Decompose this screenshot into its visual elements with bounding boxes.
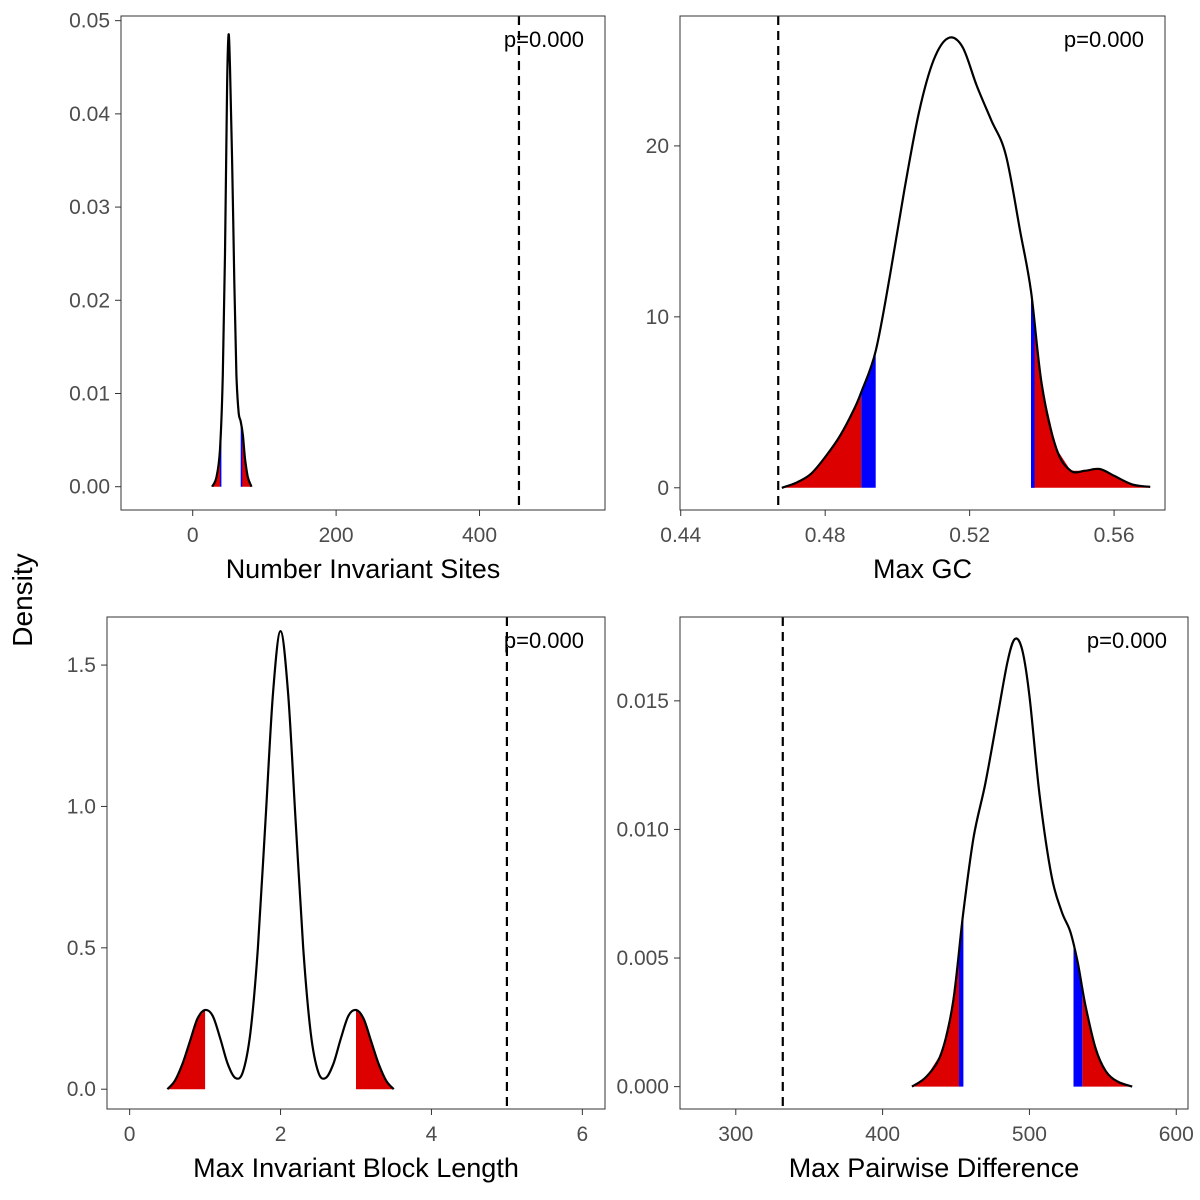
density-curve xyxy=(781,36,1151,489)
blue-band-2 xyxy=(1031,291,1035,488)
red-tail-2 xyxy=(1082,987,1133,1087)
x-axis-label: Max Invariant Block Length xyxy=(193,1153,519,1183)
panel-border xyxy=(106,616,606,1110)
red-tail-1 xyxy=(212,449,220,487)
chart-panel-3: 0 2 4 6 0.0 0.5 1.0 1.5 Max Invariant Block Leng… xyxy=(67,616,606,1183)
red-tail-1 xyxy=(781,392,862,488)
y-tick-label: 0.005 xyxy=(616,947,669,970)
x-tick-label: 400 xyxy=(865,1123,900,1146)
y-tick-label: 0.0 xyxy=(67,1078,96,1101)
panel-border xyxy=(120,15,606,511)
y-tick-label: 0 xyxy=(657,477,669,500)
chart-panel-1: 0 200 400 0.00 0.01 0.02 0.03 0.04 0.05 Number In… xyxy=(69,10,606,584)
red-tail-2 xyxy=(356,1010,394,1090)
chart-panel-2: 0.44 0.48 0.52 0.56 0 10 20 Max GC p=0.000 xyxy=(646,15,1166,584)
p-value-annotation: p=0.000 xyxy=(504,27,584,52)
y-tick-label: 0.000 xyxy=(616,1076,669,1099)
x-tick-label: 0 xyxy=(124,1123,136,1146)
x-tick-label: 0 xyxy=(187,524,199,547)
x-tick-label: 4 xyxy=(426,1123,438,1146)
red-tail-1 xyxy=(167,1010,206,1090)
shared-y-axis-label: Density xyxy=(7,553,38,646)
x-tick-label: 500 xyxy=(1012,1123,1047,1146)
p-value-annotation: p=0.000 xyxy=(1064,27,1144,52)
blue-band-1 xyxy=(959,911,964,1087)
blue-band-2 xyxy=(240,421,243,487)
x-axis-label: Max GC xyxy=(873,554,972,584)
x-tick-label: 0.52 xyxy=(949,524,990,547)
y-tick-label: 20 xyxy=(646,135,669,158)
y-tick-label: 0.04 xyxy=(69,103,110,126)
x-axis-label: Max Pairwise Difference xyxy=(789,1153,1080,1183)
y-tick-label: 0.02 xyxy=(69,289,110,312)
plot-area xyxy=(777,16,1151,510)
y-tick-label: 0.05 xyxy=(69,10,110,33)
x-tick-label: 6 xyxy=(577,1123,589,1146)
x-tick-label: 200 xyxy=(319,524,354,547)
plot-area xyxy=(166,617,509,1109)
x-axis-label: Number Invariant Sites xyxy=(226,554,501,584)
y-tick-label: 0.03 xyxy=(69,196,110,219)
y-tick-label: 0.5 xyxy=(67,937,96,960)
plot-area xyxy=(211,16,521,510)
panel-border xyxy=(679,616,1189,1110)
x-tick-label: 0.44 xyxy=(660,524,701,547)
x-tick-label: 2 xyxy=(275,1123,287,1146)
x-tick-label: 300 xyxy=(718,1123,753,1146)
red-tail-2 xyxy=(1031,291,1151,488)
x-tick-label: 400 xyxy=(462,524,497,547)
y-tick-label: 0.015 xyxy=(616,690,669,713)
p-value-annotation: p=0.000 xyxy=(1087,628,1167,653)
x-tick-label: 600 xyxy=(1159,1123,1194,1146)
panel-border xyxy=(679,15,1166,511)
y-tick-label: 10 xyxy=(646,306,669,329)
density-curve xyxy=(911,637,1133,1088)
y-tick-label: 1.5 xyxy=(67,654,96,677)
y-tick-label: 1.0 xyxy=(67,795,96,818)
red-tail-1 xyxy=(912,950,959,1087)
plot-area xyxy=(781,617,1133,1109)
y-tick-label: 0.00 xyxy=(69,476,110,499)
red-tail-2 xyxy=(241,426,252,487)
y-tick-label: 0.010 xyxy=(616,818,669,841)
x-tick-label: 0.56 xyxy=(1094,524,1135,547)
chart-panel-4: 300 400 500 600 0.000 0.005 0.010 0.015 Max Pair… xyxy=(616,616,1194,1183)
p-value-annotation: p=0.000 xyxy=(504,628,584,653)
density-curve xyxy=(211,33,253,488)
density-curve xyxy=(166,629,395,1090)
y-tick-label: 0.01 xyxy=(69,382,110,405)
x-tick-label: 0.48 xyxy=(805,524,846,547)
